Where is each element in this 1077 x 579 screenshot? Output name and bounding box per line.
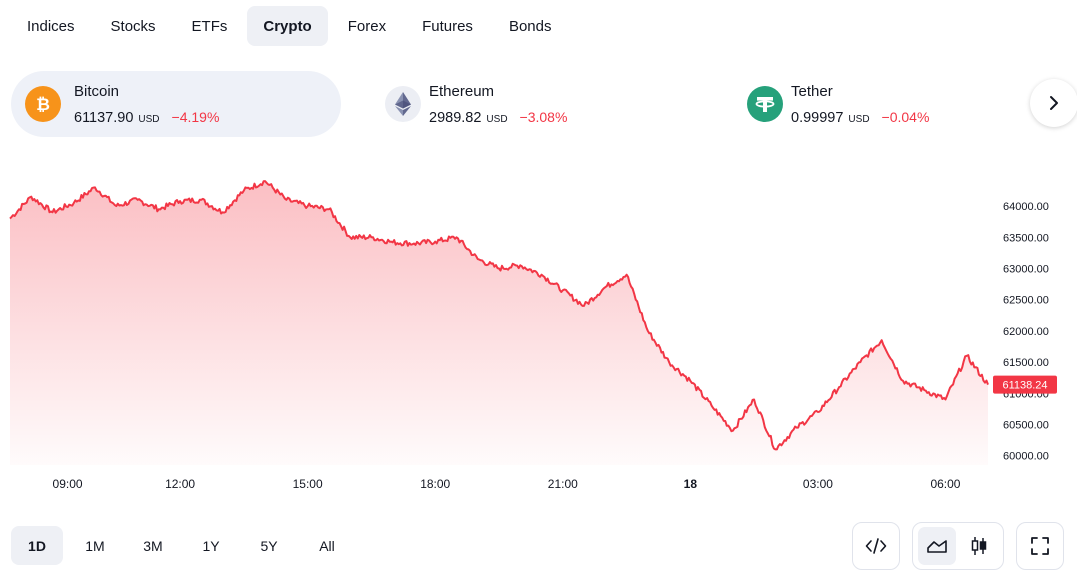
svg-text:₿: ₿ — [36, 95, 50, 114]
last-price-badge — [993, 375, 1057, 394]
range-selector: 1D 1M 3M 1Y 5Y All — [11, 526, 359, 565]
y-tick-label: 63500.00 — [1003, 232, 1049, 244]
y-tick-label: 60000.00 — [1003, 451, 1049, 463]
fullscreen-button[interactable] — [1016, 522, 1064, 570]
chevron-right-icon — [1050, 96, 1058, 110]
x-tick-label: 12:00 — [165, 477, 195, 491]
y-tick-label: 61500.00 — [1003, 357, 1049, 369]
tab-futures[interactable]: Futures — [422, 17, 473, 35]
ticker-currency: USD — [138, 113, 160, 125]
code-icon — [865, 538, 887, 554]
y-tick-label: 62500.00 — [1003, 295, 1049, 307]
tab-etfs[interactable]: ETFs — [191, 17, 228, 35]
ethereum-icon — [385, 86, 421, 122]
embed-button[interactable] — [852, 522, 900, 570]
ticker-price: 2989.82 — [429, 109, 482, 126]
x-axis: 09:00 12:00 15:00 18:00 21:00 18 03:00 06:00 — [53, 477, 961, 491]
range-1m-button[interactable]: 1M — [85, 537, 105, 554]
range-all-button[interactable]: All — [319, 537, 335, 554]
x-tick-label: 09:00 — [53, 477, 83, 491]
y-axis: 64000.00 63500.00 63000.00 62500.00 62000.00… — [1003, 201, 1049, 463]
next-tickers-button[interactable] — [1030, 79, 1077, 127]
ticker-currency: USD — [486, 113, 508, 125]
tab-stocks[interactable]: Stocks — [110, 17, 156, 35]
ticker-change: −3.08% — [519, 108, 568, 125]
y-tick-label: 63000.00 — [1003, 263, 1049, 275]
tab-forex[interactable]: Forex — [347, 17, 387, 35]
ticker-price: 61137.90 — [74, 109, 134, 126]
x-tick-label: 15:00 — [293, 477, 323, 491]
tab-bonds[interactable]: Bonds — [508, 17, 552, 35]
range-1y-button[interactable]: 1Y — [202, 537, 220, 554]
x-tick-label: 06:00 — [930, 477, 960, 491]
area-chart-button[interactable] — [918, 527, 956, 565]
ticker-name: Tether — [791, 82, 833, 100]
series-line — [9, 180, 989, 451]
y-tick-label: 60500.00 — [1003, 419, 1049, 431]
last-price-label: 61138.24 — [993, 375, 1057, 394]
ticker-currency: USD — [848, 113, 870, 125]
area-chart-icon — [927, 540, 947, 553]
price-line — [9, 180, 989, 451]
market-tabs: Indices Stocks ETFs Crypto Forex Futures… — [11, 6, 567, 46]
ticker-change: −0.04% — [881, 108, 930, 125]
x-tick-label: 21:00 — [548, 477, 578, 491]
candlestick-icon — [971, 537, 987, 555]
range-3m-button[interactable]: 3M — [143, 537, 163, 554]
y-tick-label: 64000.00 — [1003, 201, 1049, 213]
area-fill — [10, 181, 988, 465]
tether-icon — [747, 86, 783, 122]
price-area — [10, 181, 988, 465]
range-1d-button[interactable]: 1D — [11, 526, 63, 565]
price-chart[interactable]: 64000.00 63500.00 63000.00 62500.00 62000.00… — [0, 150, 1077, 500]
ticker-change: −4.19% — [171, 108, 220, 125]
ticker-name: Ethereum — [429, 82, 495, 100]
ticker-ethereum[interactable]: Ethereum 2989.82 USD −3.08% — [385, 71, 715, 137]
fullscreen-icon — [1031, 537, 1049, 555]
x-tick-label: 03:00 — [803, 477, 833, 491]
ticker-name: Bitcoin — [74, 82, 120, 100]
y-tick-label: 62000.00 — [1003, 326, 1049, 338]
bitcoin-icon: ₿ — [25, 86, 61, 122]
tab-indices[interactable]: Indices — [27, 17, 75, 35]
ticker-tether[interactable]: Tether 0.99997 USD −0.04% — [747, 71, 1017, 137]
ticker-price: 0.99997 — [791, 109, 844, 126]
ticker-bitcoin[interactable]: ₿ Bitcoin 61137.90 USD −4.19% — [11, 71, 341, 137]
chart-type-switcher — [912, 522, 1004, 570]
x-tick-label: 18:00 — [420, 477, 450, 491]
last-price-text: 61138.24 — [1002, 380, 1047, 392]
tab-crypto[interactable]: Crypto — [247, 6, 328, 46]
x-tick-label: 18 — [684, 477, 698, 491]
range-5y-button[interactable]: 5Y — [260, 537, 278, 554]
candlestick-chart-button[interactable] — [960, 527, 998, 565]
